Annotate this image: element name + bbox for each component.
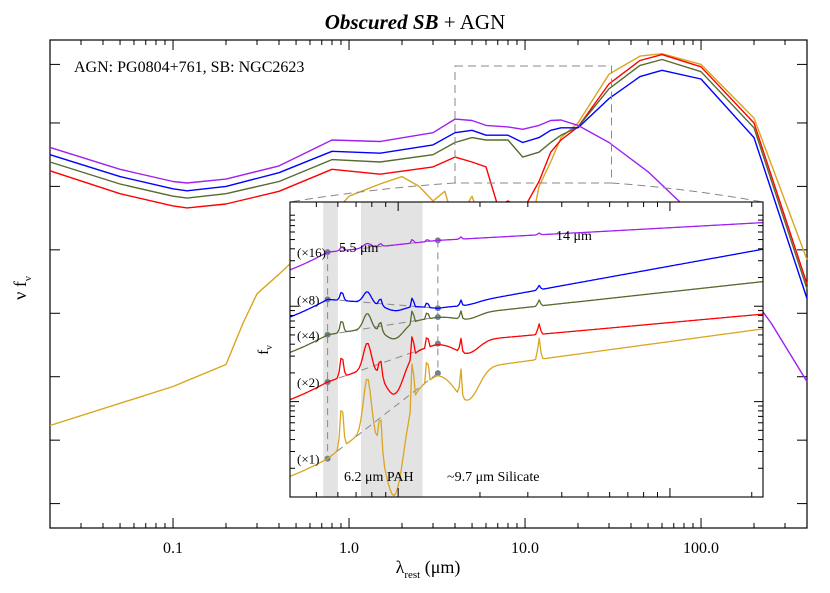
x-axis-label-main: λ bbox=[396, 557, 405, 577]
x-tick-label: 10.0 bbox=[511, 540, 539, 557]
series-line-x4 bbox=[49, 58, 808, 290]
inset-scale-label-x4: (×4) bbox=[297, 328, 320, 343]
zoom-connector-left bbox=[289, 182, 456, 203]
x-axis-label-sub: rest bbox=[404, 569, 420, 581]
main-ticks bbox=[49, 40, 808, 528]
x-axis-label-unit: (μm) bbox=[420, 557, 460, 578]
band-label-silicate: ~9.7 μm Silicate bbox=[447, 470, 539, 485]
inset-scale-label-x8: (×8) bbox=[297, 292, 320, 307]
inset-y-axis-label-main: f bbox=[256, 350, 272, 355]
inset-scale-label-x2: (×2) bbox=[297, 375, 320, 390]
inset-series-line-x1 bbox=[289, 328, 764, 497]
inset-chart: (×16) (×8) (×4) (×2) (×1) fν 5.5 μm 14 μm 6.… bbox=[256, 201, 764, 498]
series-line-x16 bbox=[49, 118, 808, 382]
inset-curves bbox=[289, 221, 764, 497]
band-label-pah: 6.2 μm PAH bbox=[344, 470, 414, 485]
series-line-x1 bbox=[49, 53, 808, 427]
inset-series-line-x16 bbox=[289, 221, 764, 271]
series-line-x8 bbox=[49, 69, 808, 299]
shade-band-0 bbox=[323, 202, 338, 497]
inset-scale-label-x16: (×16) bbox=[297, 245, 326, 260]
inset-labels: (×16) (×8) (×4) (×2) (×1) bbox=[297, 245, 326, 467]
y-axis-label-main: ν f bbox=[10, 281, 30, 300]
x-tick-label: 1.0 bbox=[339, 540, 359, 557]
zoom-box bbox=[454, 65, 613, 184]
chart-title-rest: + AGN bbox=[439, 10, 506, 34]
y-axis-label-sub: ν bbox=[22, 276, 34, 281]
zoom-connector-right bbox=[611, 182, 764, 203]
inset-scale-label-x1: (×1) bbox=[297, 452, 320, 467]
inset-series-line-x2 bbox=[289, 313, 764, 401]
chart-title: Obscured SB + AGN bbox=[325, 10, 505, 34]
inset-frame bbox=[289, 201, 764, 498]
inset-shade-bands bbox=[323, 202, 423, 497]
x-axis-label: λrest (μm) bbox=[396, 557, 461, 581]
inset-ticks bbox=[289, 202, 763, 498]
chart-annotation: AGN: PG0804+761, SB: NGC2623 bbox=[74, 59, 304, 76]
y-axis-label: ν fν bbox=[10, 276, 34, 300]
marker-label-right: 14 μm bbox=[556, 229, 592, 244]
inset-series-line-x8 bbox=[289, 248, 764, 318]
chart-title-bold: Obscured SB bbox=[325, 10, 439, 34]
shade-band-1 bbox=[361, 202, 423, 497]
inset-y-axis-label: fν bbox=[256, 345, 275, 355]
x-tick-label: 100.0 bbox=[683, 540, 719, 557]
x-tick-label: 0.1 bbox=[163, 540, 183, 557]
inset-y-axis-label-sub: ν bbox=[264, 345, 275, 350]
x-tick-labels: 0.1 1.0 10.0 100.0 bbox=[163, 540, 719, 557]
marker-label-left: 5.5 μm bbox=[339, 241, 379, 256]
zoom-indicator bbox=[289, 65, 764, 203]
inset-series-line-x4 bbox=[289, 280, 764, 354]
